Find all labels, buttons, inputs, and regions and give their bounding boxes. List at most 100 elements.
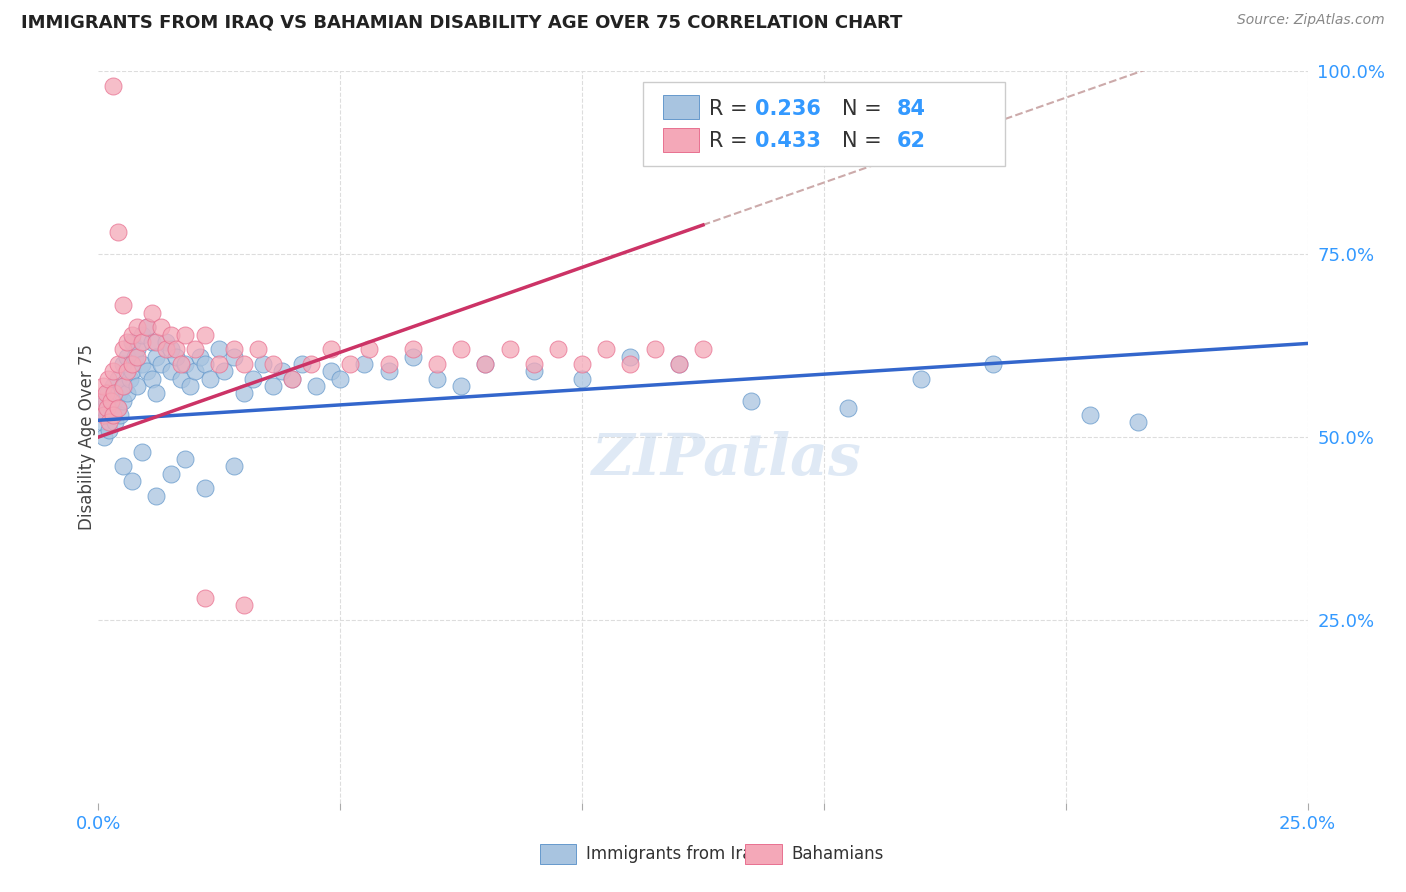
Text: 84: 84 <box>897 99 925 119</box>
Point <box>450 379 472 393</box>
Point <box>222 459 245 474</box>
Point <box>212 364 235 378</box>
Point <box>692 343 714 357</box>
Point <box>145 489 167 503</box>
Point <box>377 364 399 378</box>
FancyBboxPatch shape <box>664 128 699 152</box>
Point <box>232 357 254 371</box>
Point <box>165 343 187 357</box>
Point <box>96 408 118 422</box>
Point <box>262 357 284 371</box>
Point <box>127 379 149 393</box>
Point <box>1078 408 1101 422</box>
Point <box>474 357 496 371</box>
Text: Bahamians: Bahamians <box>792 845 883 863</box>
Point <box>145 350 167 364</box>
Text: 0.236: 0.236 <box>755 99 821 119</box>
Point <box>104 416 127 430</box>
Point <box>595 343 617 357</box>
Point <box>111 459 134 474</box>
Point <box>198 371 221 385</box>
Text: 62: 62 <box>897 131 925 151</box>
Point <box>135 364 157 378</box>
Point <box>474 357 496 371</box>
Point <box>232 386 254 401</box>
Point <box>353 357 375 371</box>
Point <box>131 444 153 458</box>
Point <box>111 393 134 408</box>
Point <box>98 423 121 437</box>
Point <box>222 343 245 357</box>
Point <box>121 357 143 371</box>
Point <box>127 343 149 357</box>
Point <box>155 343 177 357</box>
Point <box>184 364 207 378</box>
Point <box>121 364 143 378</box>
Point <box>174 452 197 467</box>
Point <box>160 364 183 378</box>
Point <box>103 386 125 401</box>
Point <box>131 357 153 371</box>
Point <box>179 379 201 393</box>
Point <box>547 343 569 357</box>
Point <box>150 320 173 334</box>
Point <box>426 371 449 385</box>
Point <box>571 371 593 385</box>
Point <box>111 298 134 312</box>
FancyBboxPatch shape <box>643 82 1005 167</box>
Point <box>339 357 361 371</box>
Point <box>111 343 134 357</box>
Point <box>184 343 207 357</box>
Point <box>498 343 520 357</box>
Point <box>402 350 425 364</box>
Point <box>668 357 690 371</box>
Point <box>127 350 149 364</box>
Point <box>103 393 125 408</box>
Point <box>117 364 139 378</box>
Point <box>208 357 231 371</box>
Point <box>271 364 294 378</box>
Point <box>121 474 143 488</box>
Point <box>247 343 270 357</box>
Point <box>131 327 153 342</box>
Point <box>837 401 859 415</box>
Point <box>121 327 143 342</box>
Point <box>101 408 124 422</box>
Point <box>94 393 117 408</box>
Point <box>523 364 546 378</box>
Point <box>135 320 157 334</box>
Point <box>118 371 141 385</box>
Point <box>1128 416 1150 430</box>
Point <box>100 393 122 408</box>
Point <box>329 371 352 385</box>
Point <box>100 401 122 415</box>
Point <box>150 357 173 371</box>
Point <box>619 350 641 364</box>
Point <box>252 357 274 371</box>
Text: N =: N = <box>842 131 889 151</box>
Point <box>96 401 118 415</box>
Point <box>160 467 183 481</box>
Point <box>155 334 177 349</box>
Point <box>93 408 115 422</box>
Point <box>668 357 690 371</box>
Text: R =: R = <box>709 99 754 119</box>
Point <box>232 599 254 613</box>
Point <box>101 78 124 93</box>
Point <box>91 379 114 393</box>
Point <box>101 379 124 393</box>
Point <box>112 379 135 393</box>
Point <box>107 401 129 415</box>
Point <box>523 357 546 371</box>
Point <box>117 386 139 401</box>
Point <box>111 357 134 371</box>
Point <box>174 357 197 371</box>
Point <box>194 591 217 605</box>
Point <box>619 357 641 371</box>
Point <box>91 393 114 408</box>
Point <box>377 357 399 371</box>
Point <box>740 393 762 408</box>
Point <box>145 334 167 349</box>
Point <box>194 327 217 342</box>
Text: 0.433: 0.433 <box>755 131 821 151</box>
